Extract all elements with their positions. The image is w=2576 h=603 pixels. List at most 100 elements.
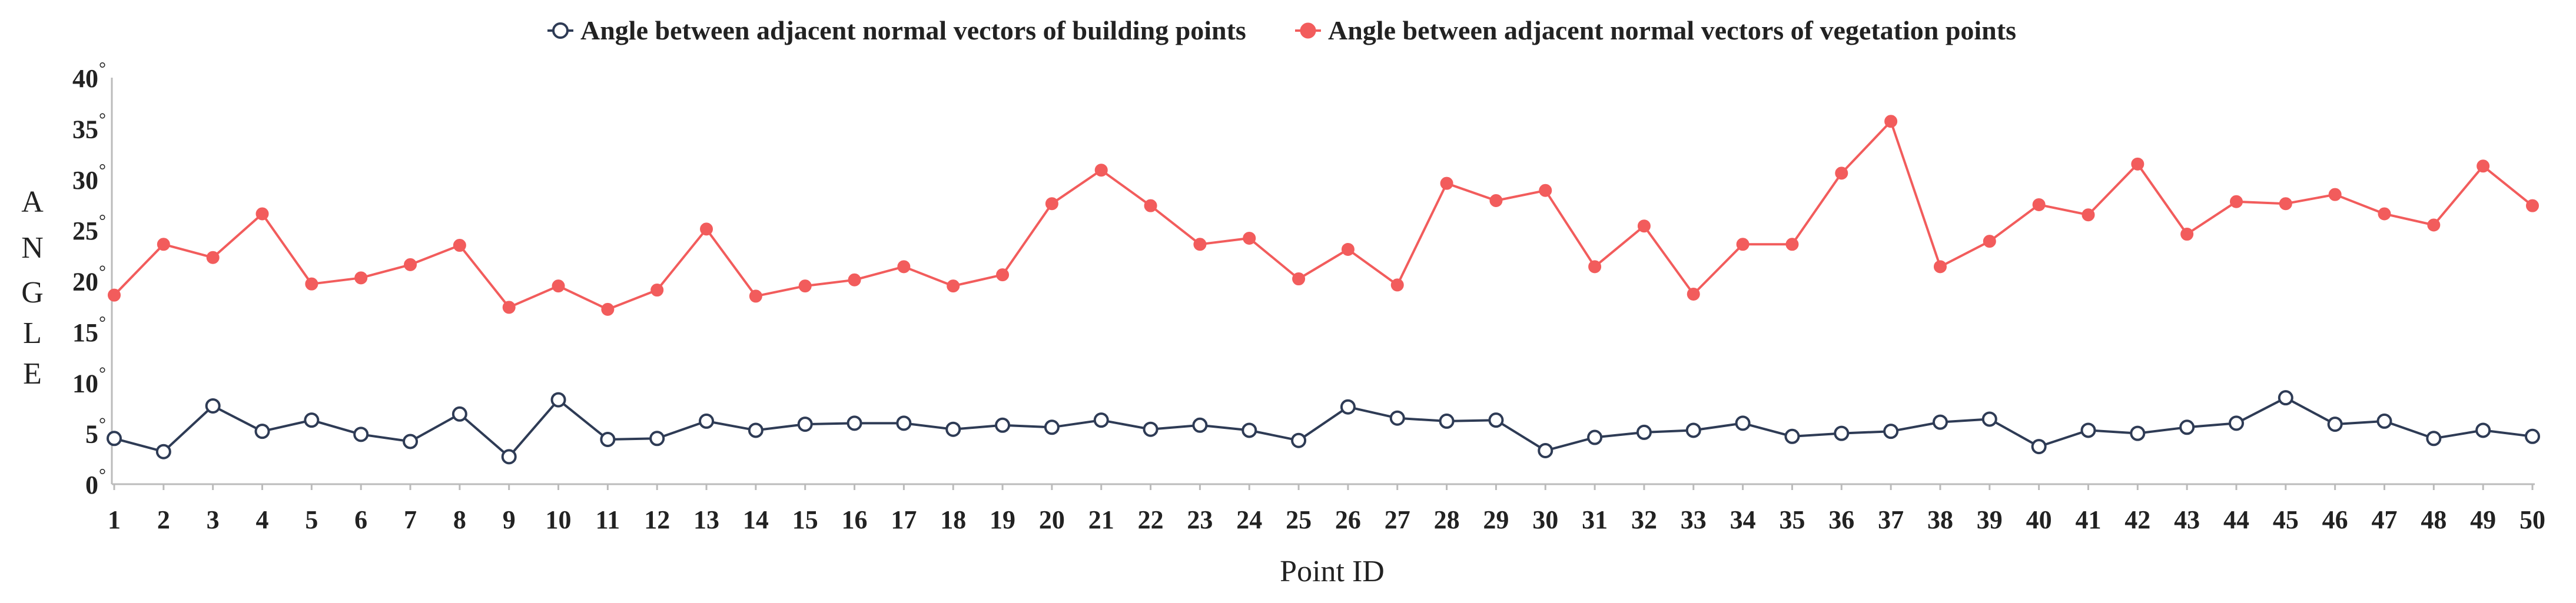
building-point-46 bbox=[2327, 417, 2343, 432]
y-ticks: 0 °5 °10 °15 °20 °25 °30 °35 °40 ° bbox=[72, 59, 106, 499]
vegetation-point-27 bbox=[1390, 278, 1404, 292]
building-point-50 bbox=[2525, 428, 2540, 444]
y-tick-label-35: 35 bbox=[72, 115, 98, 144]
building-point-22 bbox=[1143, 421, 1158, 437]
x-tick-label-36: 36 bbox=[1828, 505, 1854, 534]
building-point-7 bbox=[403, 434, 419, 449]
x-tick-label-23: 23 bbox=[1187, 505, 1213, 534]
x-tick-label-27: 27 bbox=[1385, 505, 1410, 534]
vegetation-point-40 bbox=[2032, 198, 2046, 211]
vegetation-point-49 bbox=[2477, 159, 2490, 173]
vegetation-point-4 bbox=[255, 207, 269, 221]
vegetation-point-20 bbox=[1045, 197, 1058, 211]
y-tick-degree-5: ° bbox=[99, 415, 106, 434]
vegetation-point-23 bbox=[1193, 238, 1207, 251]
x-tick-label-5: 5 bbox=[305, 505, 318, 534]
building-point-20 bbox=[1044, 419, 1060, 435]
building-point-33 bbox=[1685, 422, 1701, 438]
building-point-44 bbox=[2228, 415, 2244, 431]
x-tick-label-6: 6 bbox=[354, 505, 367, 534]
x-tick-label-41: 41 bbox=[2075, 505, 2101, 534]
building-point-37 bbox=[1883, 424, 1899, 439]
building-point-47 bbox=[2376, 413, 2392, 429]
x-ticks: 1 2 3 4 5 6 7 8 9 10 11 12 13 14 15 16 17 18 19 20 21 22 23 24 2… bbox=[108, 484, 2545, 534]
vegetation-point-25 bbox=[1292, 272, 1306, 286]
building-point-11 bbox=[600, 431, 616, 447]
vegetation-series-line bbox=[113, 120, 2534, 311]
x-tick-label-49: 49 bbox=[2470, 505, 2496, 534]
x-tick-label-29: 29 bbox=[1483, 505, 1509, 534]
vegetation-point-10 bbox=[552, 279, 565, 293]
vegetation-point-15 bbox=[798, 279, 812, 293]
x-tick-label-39: 39 bbox=[1977, 505, 2003, 534]
vegetation-point-5 bbox=[305, 277, 318, 291]
vegetation-point-7 bbox=[404, 258, 417, 271]
x-tick-label-38: 38 bbox=[1927, 505, 1953, 534]
y-axis-title-letter-4: L bbox=[23, 317, 42, 350]
building-series-line bbox=[114, 397, 2533, 458]
x-tick-label-31: 31 bbox=[1582, 505, 1608, 534]
y-axis-title-letter-2: N bbox=[21, 231, 44, 265]
vegetation-point-46 bbox=[2328, 188, 2342, 201]
building-point-43 bbox=[2179, 419, 2195, 435]
vegetation-point-42 bbox=[2131, 157, 2145, 171]
x-tick-label-35: 35 bbox=[1779, 505, 1805, 534]
building-point-10 bbox=[550, 392, 566, 408]
legend-vegetation-marker bbox=[1300, 22, 1316, 39]
y-tick-label-40: 40 bbox=[72, 64, 98, 93]
y-tick-label-25: 25 bbox=[72, 216, 98, 245]
x-tick-label-44: 44 bbox=[2223, 505, 2249, 534]
series-markers bbox=[107, 115, 2540, 465]
series-lines bbox=[113, 120, 2534, 458]
y-tick-degree-15: ° bbox=[99, 313, 106, 332]
building-point-12 bbox=[649, 431, 665, 447]
vegetation-point-47 bbox=[2378, 207, 2391, 221]
building-point-27 bbox=[1389, 410, 1405, 426]
x-tick-label-3: 3 bbox=[207, 505, 220, 534]
x-tick-label-15: 15 bbox=[792, 505, 818, 534]
vegetation-point-44 bbox=[2229, 195, 2243, 208]
building-point-23 bbox=[1192, 417, 1208, 433]
x-tick-label-43: 43 bbox=[2174, 505, 2200, 534]
building-point-39 bbox=[1981, 411, 1997, 427]
vegetation-point-12 bbox=[650, 284, 664, 297]
building-point-26 bbox=[1340, 399, 1356, 415]
x-tick-label-13: 13 bbox=[693, 505, 719, 534]
y-tick-label-20: 20 bbox=[72, 268, 98, 296]
building-point-49 bbox=[2475, 422, 2491, 438]
vegetation-point-16 bbox=[848, 273, 861, 286]
building-point-16 bbox=[847, 415, 862, 431]
y-tick-degree-0: ° bbox=[99, 465, 106, 485]
y-tick-label-10: 10 bbox=[72, 369, 98, 398]
x-tick-label-37: 37 bbox=[1878, 505, 1904, 534]
y-tick-degree-25: ° bbox=[99, 211, 106, 231]
x-tick-label-50: 50 bbox=[2519, 505, 2545, 534]
vegetation-point-29 bbox=[1489, 194, 1503, 208]
x-tick-label-34: 34 bbox=[1730, 505, 1756, 534]
vegetation-point-45 bbox=[2279, 197, 2292, 211]
vegetation-point-33 bbox=[1687, 287, 1700, 301]
vegetation-point-30 bbox=[1539, 184, 1552, 197]
building-point-41 bbox=[2080, 422, 2096, 438]
building-point-31 bbox=[1587, 429, 1603, 445]
vegetation-point-39 bbox=[1983, 235, 1996, 248]
building-point-1 bbox=[107, 431, 122, 447]
vegetation-point-14 bbox=[749, 289, 762, 303]
vegetation-point-26 bbox=[1341, 242, 1355, 256]
x-tick-label-28: 28 bbox=[1434, 505, 1460, 534]
building-point-28 bbox=[1439, 413, 1455, 429]
y-axis-title-letter-3: G bbox=[21, 276, 44, 309]
vegetation-point-35 bbox=[1785, 238, 1799, 251]
x-tick-label-2: 2 bbox=[157, 505, 170, 534]
building-point-5 bbox=[304, 412, 320, 428]
x-tick-label-11: 11 bbox=[596, 505, 620, 534]
x-tick-label-1: 1 bbox=[108, 505, 121, 534]
building-point-19 bbox=[995, 417, 1011, 433]
x-tick-label-40: 40 bbox=[2026, 505, 2052, 534]
x-tick-label-45: 45 bbox=[2273, 505, 2299, 534]
x-tick-label-42: 42 bbox=[2124, 505, 2150, 534]
building-point-34 bbox=[1735, 415, 1751, 431]
building-point-29 bbox=[1488, 412, 1504, 428]
vegetation-point-31 bbox=[1588, 260, 1602, 274]
